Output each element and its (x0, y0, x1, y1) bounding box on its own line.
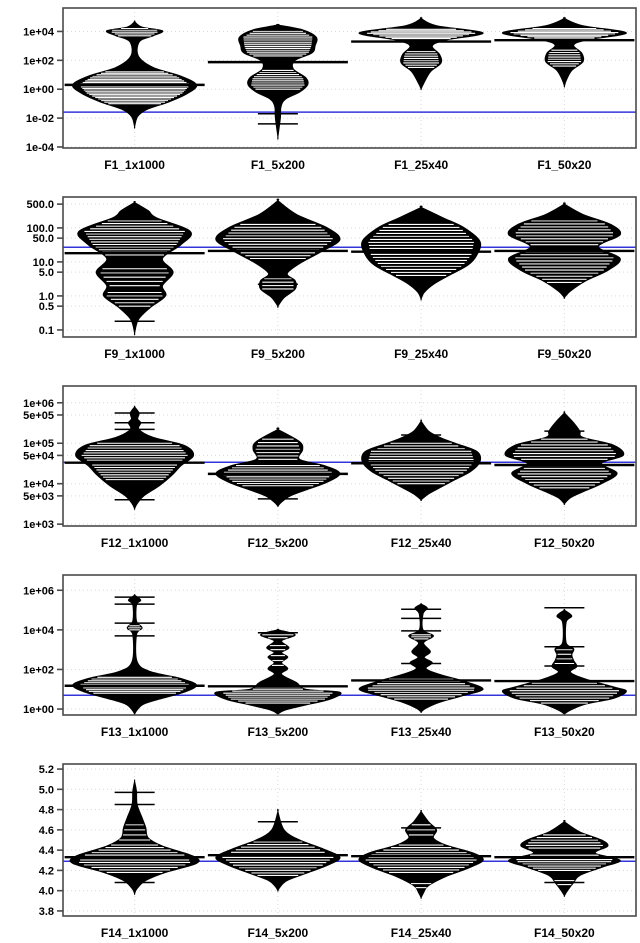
violin-F14_50x20 (508, 820, 621, 897)
category-label: F9_5x200 (251, 347, 305, 361)
category-label: F12_1x1000 (101, 536, 169, 550)
violin-F9_25x40 (361, 205, 482, 301)
y-tick-label: 1e+06 (23, 585, 54, 597)
category-label: F9_1x1000 (104, 347, 165, 361)
violin-F14_25x40 (358, 809, 484, 899)
beanplot-panel-f1: F1_1x1000 F1_5x200 F1_25x40 F1_50x20 1e+04 1e… (23, 7, 637, 172)
y-tick-label: 1e+03 (23, 519, 54, 531)
category-label: F13_5x200 (248, 725, 309, 739)
y-tick-label: 5.2 (39, 764, 54, 776)
category-label: F9_25x40 (394, 347, 448, 361)
category-label: F1_25x40 (394, 158, 448, 172)
y-tick-label: 4.0 (39, 886, 54, 898)
y-tick-label: 1e+06 (23, 398, 54, 410)
y-tick-label: 500.0 (26, 199, 54, 211)
y-tick-label: 1e+05 (23, 438, 54, 450)
plot-box (62, 7, 637, 149)
y-tick-label: 4.8 (39, 805, 54, 817)
plot-box (62, 763, 637, 917)
category-label: F13_25x40 (391, 725, 452, 739)
y-tick-label: 1e+00 (23, 84, 54, 96)
violin-F13_25x40 (358, 603, 484, 713)
y-tick-label: 3.8 (39, 906, 54, 918)
beanplot-panel-f13: F13_1x1000 F13_5x200 F13_25x40 F13_50x20 1e+… (23, 574, 637, 739)
category-label: F12_5x200 (248, 536, 309, 550)
y-tick-label: 5e+04 (23, 450, 55, 462)
category-label: F14_50x20 (534, 926, 595, 940)
y-tick-label: 4.2 (39, 865, 54, 877)
violin-F13_50x20 (501, 608, 627, 716)
violin-F12_50x20 (504, 411, 625, 505)
violin-F9_1x1000 (77, 200, 192, 336)
beanplot-panel-f14: F14_1x1000 F14_5x200 F14_25x40 F14_50x20 5.2… (39, 763, 637, 940)
y-tick-label: 5.0 (39, 784, 54, 796)
category-label: F14_25x40 (391, 926, 452, 940)
y-tick-label: 1e+04 (23, 26, 55, 38)
category-label: F12_25x40 (391, 536, 452, 550)
violin-F1_5x200 (238, 23, 318, 140)
y-tick-label: 10.0 (33, 257, 54, 269)
y-tick-label: 4.6 (39, 825, 54, 837)
category-label: F9_50x20 (537, 347, 591, 361)
plot-box (62, 574, 637, 716)
category-label: F14_5x200 (248, 926, 309, 940)
category-label: F14_1x1000 (101, 926, 169, 940)
beanplot-panel-f9: F9_1x1000 F9_5x200 F9_25x40 F9_50x20 500.0 10… (26, 196, 637, 361)
category-label: F1_50x20 (537, 158, 591, 172)
y-tick-label: 1e+02 (23, 55, 54, 67)
y-tick-label: 0.5 (39, 301, 54, 313)
category-label: F12_50x20 (534, 536, 595, 550)
y-tick-label: 4.4 (39, 845, 55, 857)
y-tick-label: 1e+04 (23, 479, 55, 491)
category-label: F13_50x20 (534, 725, 595, 739)
plot-box (62, 196, 637, 338)
y-tick-label: 5.0 (39, 267, 54, 279)
y-tick-label: 1.0 (39, 291, 54, 303)
y-tick-label: 0.1 (39, 325, 54, 337)
violin-F12_5x200 (215, 427, 341, 508)
y-tick-label: 5e+05 (23, 410, 54, 422)
y-tick-label: 1e+00 (23, 704, 54, 716)
violin-F12_25x40 (361, 419, 482, 502)
y-tick-label: 1e+04 (23, 625, 55, 637)
category-label: F13_1x1000 (101, 725, 169, 739)
y-tick-label: 1e-02 (26, 113, 54, 125)
category-label: F1_1x1000 (104, 158, 165, 172)
y-tick-label: 5e+03 (23, 491, 54, 503)
y-tick-label: 1e+02 (23, 664, 54, 676)
category-label: F1_5x200 (251, 158, 305, 172)
violin-F13_5x200 (214, 628, 342, 716)
violin-F13_1x1000 (72, 594, 198, 716)
y-tick-label: 1e-04 (26, 142, 55, 154)
beanplot-panel-f12: F12_1x1000 F12_5x200 F12_25x40 F12_50x20 1e+… (23, 385, 637, 550)
y-tick-label: 50.0 (33, 233, 54, 245)
y-tick-label: 100.0 (26, 223, 54, 235)
violin-F14_1x1000 (69, 779, 200, 895)
